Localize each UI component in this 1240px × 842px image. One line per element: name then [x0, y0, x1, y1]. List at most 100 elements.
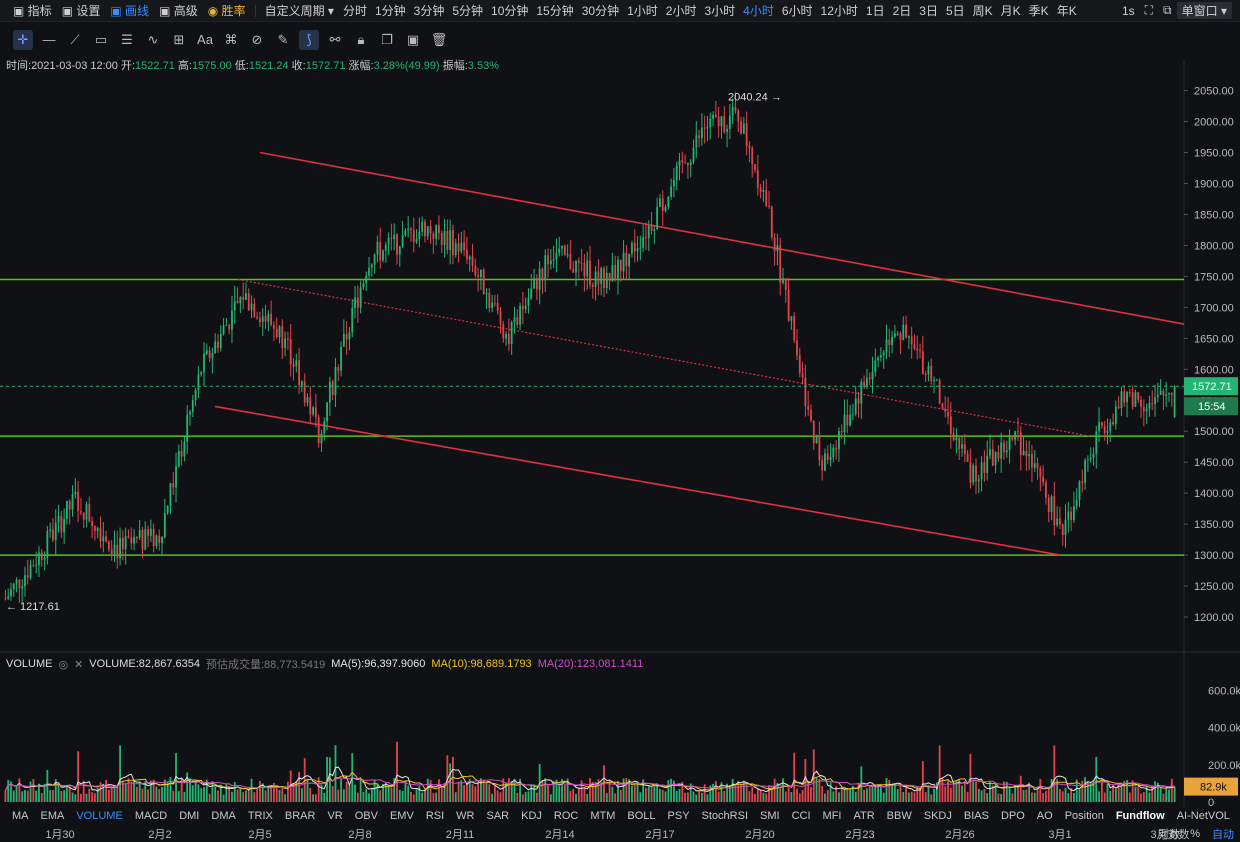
- volume-bar: [1056, 779, 1059, 802]
- volume-bar: [208, 793, 211, 802]
- crosshair-icon[interactable]: ✛: [13, 30, 33, 50]
- indicator-mfi[interactable]: MFI: [822, 810, 842, 822]
- pencil-icon[interactable]: ✎: [277, 32, 289, 47]
- period-6小时[interactable]: 6小时: [781, 4, 813, 18]
- period-10分钟[interactable]: 10分钟: [491, 4, 529, 18]
- period-12小时[interactable]: 12小时: [820, 4, 858, 18]
- indicator-dma[interactable]: DMA: [211, 810, 236, 822]
- indicator-bbw[interactable]: BBW: [886, 810, 912, 822]
- indicator-cci[interactable]: CCI: [791, 810, 811, 822]
- toolbar-gear-button[interactable]: ▣ 设置: [61, 4, 101, 18]
- toolbar-advanced-button[interactable]: ▣ 高级: [159, 4, 198, 18]
- indicator-fundflow[interactable]: Fundflow: [1115, 810, 1165, 822]
- period-1小时[interactable]: 1小时: [627, 4, 658, 18]
- volume-bar: [205, 779, 208, 802]
- indicator-volume[interactable]: VOLUME: [76, 810, 123, 822]
- indicator-ma[interactable]: MA: [12, 810, 29, 822]
- percent-toggle[interactable]: %: [1190, 828, 1200, 840]
- period-30分钟[interactable]: 30分钟: [581, 4, 620, 18]
- indicator-atr[interactable]: ATR: [853, 810, 875, 822]
- copy-icon[interactable]: ❐: [381, 32, 393, 47]
- trash-icon[interactable]: 🗑︎: [430, 32, 448, 47]
- volume-bar: [499, 792, 502, 802]
- indicator-roc[interactable]: ROC: [553, 810, 579, 822]
- screenshot-icon[interactable]: ▣: [406, 32, 420, 47]
- indicator-position[interactable]: Position: [1064, 810, 1104, 822]
- window-mode-dropdown[interactable]: 单窗口 ▾: [1176, 2, 1232, 19]
- line-tool-icon[interactable]: —: [42, 32, 56, 47]
- indicator-kdj[interactable]: KDJ: [521, 810, 542, 822]
- period-季K[interactable]: 季K: [1028, 4, 1049, 18]
- period-3日[interactable]: 3日: [919, 4, 938, 18]
- indicator-mtm[interactable]: MTM: [590, 810, 616, 822]
- period-15分钟[interactable]: 15分钟: [536, 4, 574, 18]
- eraser-icon[interactable]: ⊘: [251, 32, 263, 47]
- period-5分钟[interactable]: 5分钟: [452, 4, 484, 18]
- indicator-dpo[interactable]: DPO: [1000, 810, 1025, 822]
- toolbar-winrate-button[interactable]: ◉ 胜率: [207, 4, 246, 18]
- indicator-sar[interactable]: SAR: [486, 810, 510, 822]
- period-1分钟[interactable]: 1分钟: [374, 4, 406, 18]
- indicator-macd[interactable]: MACD: [134, 810, 168, 822]
- indicator-psy[interactable]: PSY: [667, 810, 690, 822]
- volume-bar: [466, 782, 468, 802]
- lock-icon[interactable]: 🔒︎: [357, 32, 365, 47]
- period-4小时[interactable]: 4小时: [743, 4, 774, 18]
- fullscreen-icon[interactable]: ⛶: [1144, 3, 1154, 17]
- period-3分钟[interactable]: 3分钟: [413, 4, 445, 18]
- x-tick-label: 2月26: [945, 829, 974, 841]
- trend-tool-icon[interactable]: ⟋: [70, 32, 80, 47]
- period-周K[interactable]: 周K: [972, 4, 993, 18]
- candle-body: [127, 536, 130, 538]
- text-tool-icon[interactable]: Aa: [197, 32, 213, 47]
- custom-period-dropdown[interactable]: 自定义周期 ▾: [264, 4, 334, 18]
- indicator-skdj[interactable]: SKDJ: [923, 810, 952, 822]
- period-1日[interactable]: 1日: [865, 4, 885, 18]
- indicator-vr[interactable]: VR: [327, 810, 343, 822]
- interval-label[interactable]: 1s: [1121, 3, 1135, 18]
- indicator-bias[interactable]: BIAS: [963, 810, 989, 822]
- indicator-boll[interactable]: BOLL: [627, 810, 656, 822]
- measure-tool-icon[interactable]: ⊞: [173, 32, 185, 47]
- period-5日[interactable]: 5日: [945, 4, 965, 18]
- auto-scale-toggle[interactable]: 自动: [1212, 829, 1234, 841]
- toolbar-draw-button[interactable]: ▣ 画线: [110, 4, 150, 18]
- indicator-obv[interactable]: OBV: [354, 810, 378, 822]
- period-月K[interactable]: 月K: [1000, 4, 1021, 18]
- indicator-dmi[interactable]: DMI: [179, 810, 200, 822]
- indicator-ai-netvol[interactable]: AI-NetVOL: [1176, 810, 1230, 822]
- indicator-brar[interactable]: BRAR: [284, 810, 316, 822]
- wave-tool-icon[interactable]: ∿: [147, 32, 159, 47]
- link-icon[interactable]: ⚯: [329, 32, 341, 47]
- candle-body: [790, 316, 793, 321]
- candle-body: [969, 461, 972, 483]
- magnet-icon[interactable]: ⟆: [299, 30, 319, 50]
- indicator-emv[interactable]: EMV: [389, 810, 414, 822]
- pattern-tool-icon[interactable]: ⌘: [224, 32, 238, 47]
- indicator-stochrsi[interactable]: StochRSI: [701, 810, 749, 822]
- indicator-wr[interactable]: WR: [456, 810, 475, 822]
- toolbar-indicator-button[interactable]: ▣ 指标: [13, 4, 52, 18]
- candle-body: [147, 529, 149, 536]
- settings-icon[interactable]: ◎: [58, 658, 69, 671]
- indicator-smi[interactable]: SMI: [760, 810, 780, 822]
- rect-tool-icon[interactable]: ▭: [94, 32, 108, 47]
- x-tick-label: 2月14: [545, 829, 574, 841]
- period-分时[interactable]: 分时: [342, 4, 367, 18]
- period-2日[interactable]: 2日: [892, 4, 912, 18]
- period-2小时[interactable]: 2小时: [665, 4, 697, 18]
- period-3小时[interactable]: 3小时: [704, 4, 736, 18]
- log-scale-toggle[interactable]: 对数: [1158, 829, 1181, 841]
- indicator-rsi[interactable]: RSI: [425, 810, 445, 822]
- popout-icon[interactable]: ⧉: [1163, 3, 1172, 17]
- period-年K[interactable]: 年K: [1056, 4, 1077, 18]
- countdown-label: 15:54: [1198, 401, 1226, 413]
- close-icon[interactable]: ✕: [74, 658, 84, 671]
- fib-tool-icon[interactable]: ☰: [121, 32, 133, 47]
- indicator-ao[interactable]: AO: [1036, 810, 1053, 822]
- indicator-ema[interactable]: EMA: [40, 810, 65, 822]
- indicator-lsur[interactable]: LSUR: [1236, 810, 1240, 822]
- indicator-trix[interactable]: TRIX: [247, 810, 273, 822]
- candle-body: [493, 302, 496, 304]
